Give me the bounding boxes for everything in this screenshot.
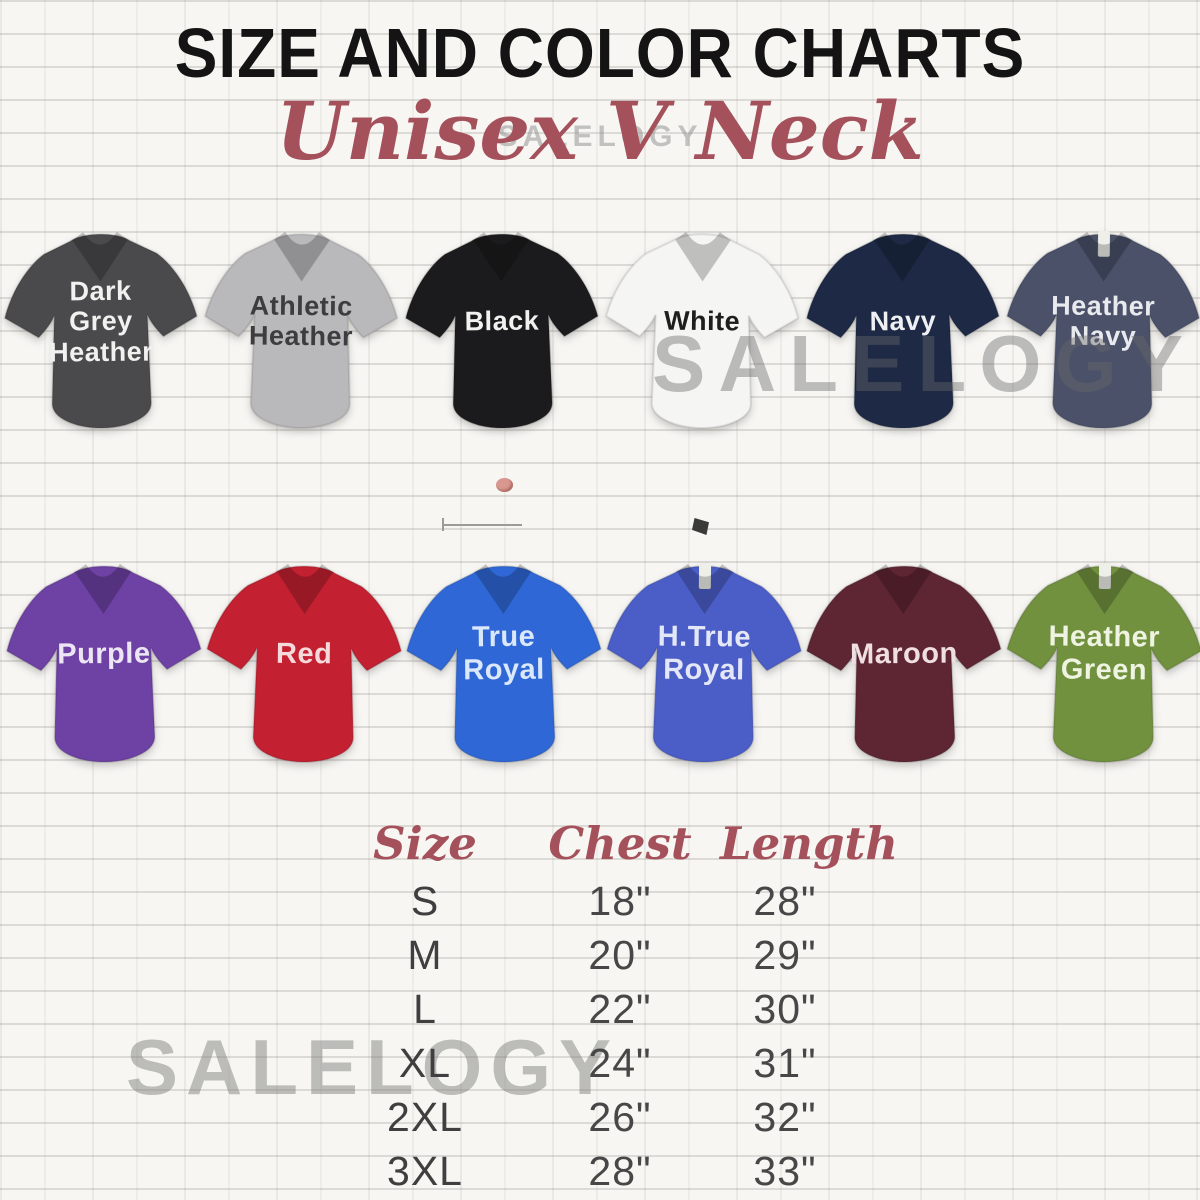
size-cell: L: [413, 985, 437, 1032]
size-row-l: L 22" 30": [330, 982, 850, 1036]
tshirt-graphic: [5, 563, 202, 763]
page-subtitle: Unisex V Neck: [276, 84, 924, 178]
shirt-athletic-heather: Athletic Heather: [201, 217, 401, 449]
tshirt-graphic: [1005, 230, 1200, 430]
chest-cell: 24": [588, 1039, 652, 1086]
tshirt-graphic: [204, 231, 399, 430]
wall-pin: [496, 478, 513, 492]
size-row-2xl: 2XL 26" 32": [330, 1090, 850, 1144]
page-title: SIZE AND COLOR CHARTS: [174, 14, 1026, 92]
column-header-size: Size: [373, 816, 477, 870]
shirt-navy: Navy: [802, 217, 1002, 449]
size-row-3xl: 3XL 28" 33": [330, 1144, 850, 1198]
chest-cell: 18": [588, 877, 652, 924]
shirt-white: White: [602, 217, 802, 449]
hanger-wire: [442, 518, 522, 531]
shirt-maroon: Maroon: [803, 544, 1006, 788]
column-header-chest: Chest: [548, 816, 692, 870]
tshirt-graphic: [605, 231, 800, 430]
watermark-top: SALELOGY: [497, 120, 703, 153]
shirt-purple: Purple: [3, 544, 206, 788]
tshirt-graphic: [805, 231, 1000, 430]
size-cell: M: [407, 931, 443, 978]
watermark-bottom-left: SALELOGY: [126, 1023, 620, 1111]
shirt-row-top: Dark Grey Heather Athletic Heather Black Wh…: [0, 218, 1200, 470]
hanger-clip: [692, 518, 709, 535]
size-cell: S: [410, 877, 440, 924]
tshirt-graphic: [606, 562, 803, 763]
column-header-length: Length: [720, 816, 898, 870]
size-cell: 3XL: [387, 1147, 463, 1194]
chest-cell: 22": [588, 985, 652, 1032]
size-cell: XL: [398, 1039, 452, 1086]
shirt-heather-navy: Heather Navy: [1003, 217, 1200, 449]
size-chart-header-row: Size Chest Length: [330, 812, 898, 874]
length-cell: 32": [753, 1093, 817, 1140]
length-cell: 29": [753, 931, 817, 978]
shirt-true-royal: True Royal: [403, 544, 606, 788]
size-chart-table: Size Chest Length S 18" 28" M 20" 29" L 22" 30" XL 2…: [330, 812, 898, 1198]
length-cell: 33": [753, 1147, 817, 1194]
chest-cell: 28": [588, 1147, 652, 1194]
tshirt-graphic: [805, 563, 1002, 763]
shirt-h-true-royal: H.True Royal: [603, 544, 806, 788]
size-row-xl: XL 24" 31": [330, 1036, 850, 1090]
tshirt-graphic: [404, 231, 599, 430]
tshirt-graphic: [206, 563, 403, 763]
size-chart-body: S 18" 28" M 20" 29" L 22" 30" XL 24" 31" 2XL 26" 32" 3X…: [330, 874, 850, 1198]
length-cell: 28": [753, 877, 817, 924]
length-cell: 30": [753, 985, 817, 1032]
size-cell: 2XL: [387, 1093, 463, 1140]
shirt-row-bottom: Purple Red True Royal H.True Royal Maroon Hea…: [0, 545, 1200, 807]
tshirt-graphic: [405, 563, 602, 763]
length-cell: 31": [753, 1039, 817, 1086]
size-row-m: M 20" 29": [330, 928, 850, 982]
chest-cell: 26": [588, 1093, 652, 1140]
shirt-dark-grey-heather: Dark Grey Heather: [1, 217, 201, 449]
shirt-black: Black: [402, 217, 602, 449]
watermark-middle: SALELOGY: [652, 319, 1197, 408]
chest-cell: 20": [588, 931, 652, 978]
size-row-s: S 18" 28": [330, 874, 850, 928]
shirt-heather-green: Heather Green: [1003, 544, 1200, 788]
tshirt-graphic: [1006, 562, 1200, 763]
shirt-red: Red: [203, 544, 406, 788]
tshirt-graphic: [3, 231, 199, 430]
